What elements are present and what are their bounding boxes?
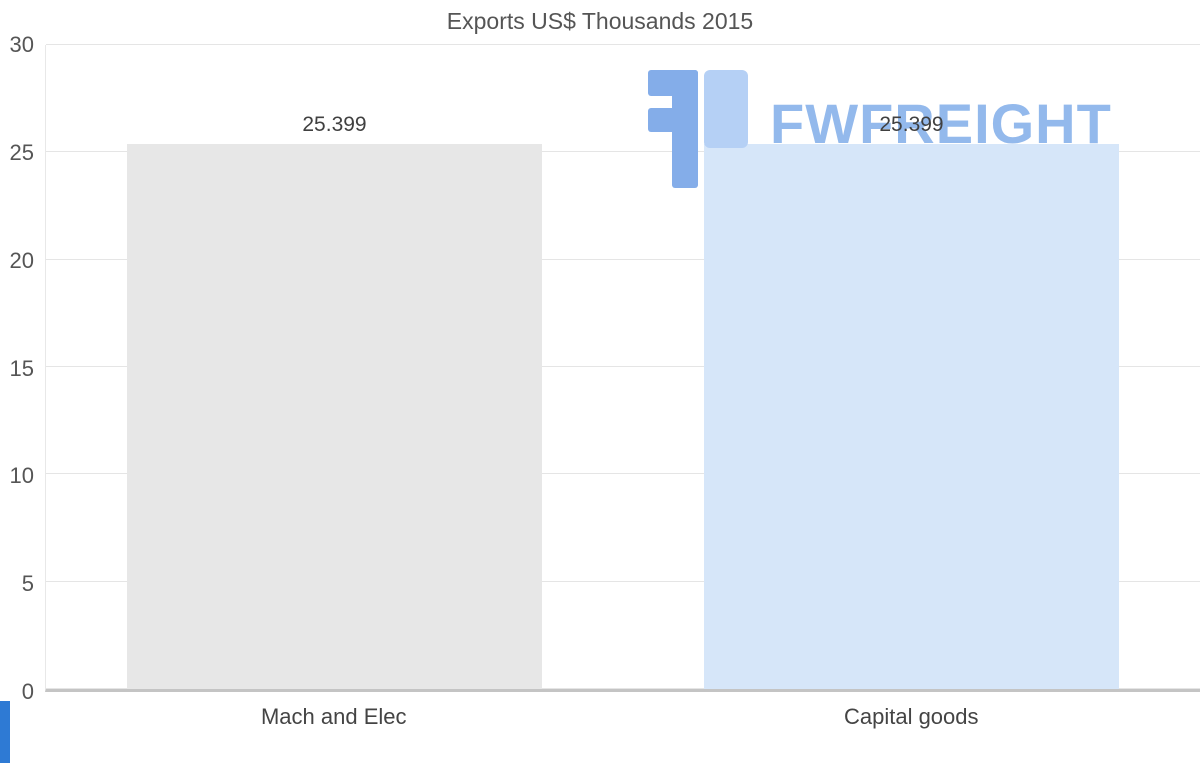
gridline xyxy=(46,473,1200,475)
bar-value-label: 25.399 xyxy=(302,112,367,136)
bar-slot: 25.399 xyxy=(623,45,1200,689)
x-category-label: Mach and Elec xyxy=(260,704,407,729)
bar-slot: 25.399 xyxy=(46,45,623,689)
y-axis: 0 5 10 15 20 25 30 xyxy=(0,34,38,703)
gridline xyxy=(46,580,1200,582)
bar-capital-goods xyxy=(703,143,1120,689)
bar-value-label: 25.399 xyxy=(879,112,944,136)
bars-layer: 25.399 25.399 xyxy=(46,45,1200,689)
gridline xyxy=(46,44,1200,45)
y-tick-label: 15 xyxy=(9,355,34,381)
chart-title: Exports US$ Thousands 2015 xyxy=(446,8,754,34)
gridline xyxy=(46,151,1200,153)
gridline xyxy=(46,258,1200,260)
y-tick-label: 25 xyxy=(9,139,34,165)
bar-mach-and-elec xyxy=(126,143,543,689)
corner-accent xyxy=(0,701,10,763)
y-tick-label: 10 xyxy=(9,463,34,489)
x-category-label: Capital goods xyxy=(843,704,979,729)
gridlines-layer xyxy=(46,44,1200,689)
y-tick-label: 5 xyxy=(21,571,34,597)
x-axis: Mach and Elec Capital goods xyxy=(45,704,1200,730)
y-tick-label: 0 xyxy=(21,679,34,704)
gridline xyxy=(46,366,1200,367)
plot-area: 25.399 25.399 xyxy=(45,44,1200,692)
y-tick-label: 30 xyxy=(9,32,34,57)
gridline xyxy=(46,688,1200,689)
y-tick-label: 20 xyxy=(9,247,34,273)
